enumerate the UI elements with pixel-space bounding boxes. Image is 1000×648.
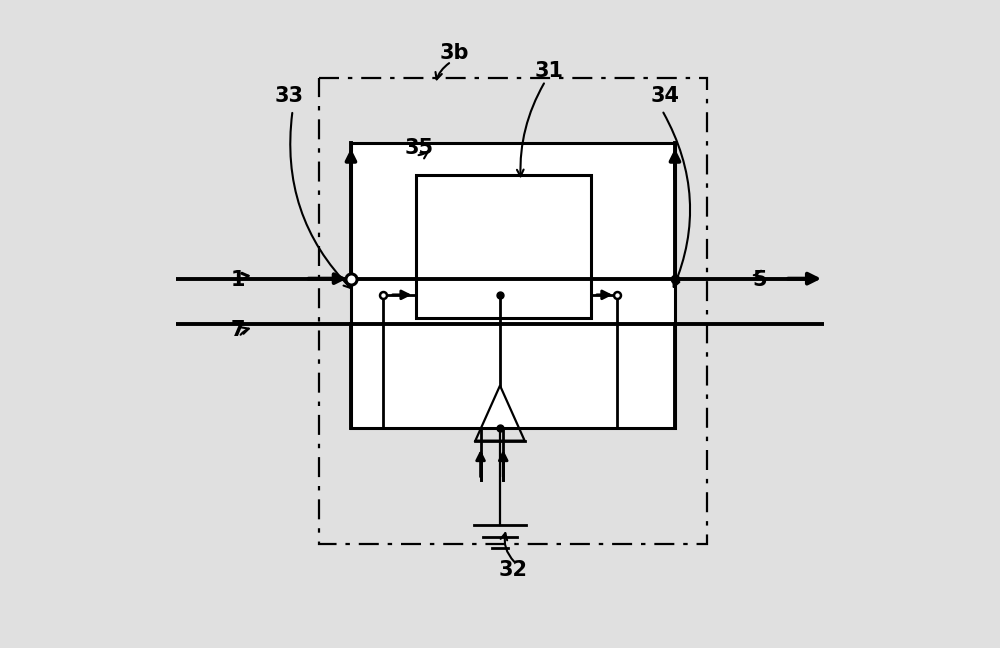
Bar [416, 175, 591, 318]
Text: 33: 33 [275, 86, 304, 106]
Text: 34: 34 [651, 86, 680, 106]
Text: 31: 31 [534, 62, 563, 81]
Text: 35: 35 [404, 138, 434, 157]
Bar [351, 143, 675, 428]
Text: 1: 1 [230, 270, 245, 290]
Text: 7: 7 [230, 321, 245, 340]
Text: 32: 32 [498, 561, 527, 580]
Text: 3b: 3b [440, 43, 469, 63]
Bar [319, 78, 707, 544]
Text: 5: 5 [752, 270, 767, 290]
